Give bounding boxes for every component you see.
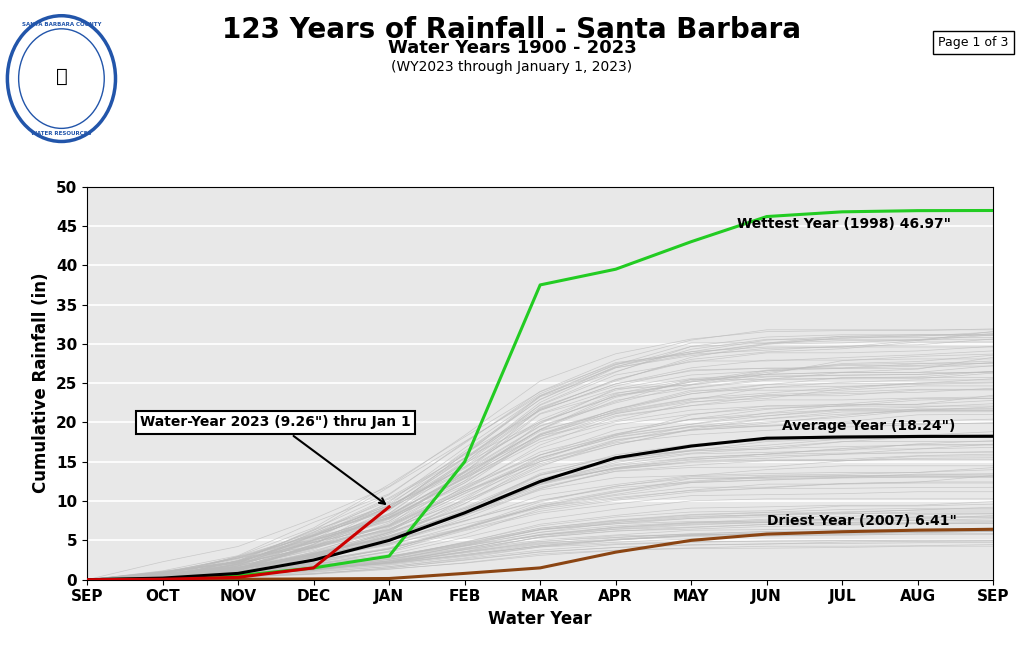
Text: Average Year (18.24"): Average Year (18.24"): [781, 419, 955, 434]
Text: 123 Years of Rainfall - Santa Barbara: 123 Years of Rainfall - Santa Barbara: [222, 16, 802, 45]
Text: SANTA BARBARA COUNTY: SANTA BARBARA COUNTY: [22, 22, 101, 28]
X-axis label: Water Year: Water Year: [488, 610, 592, 628]
Text: Water-Year 2023 (9.26") thru Jan 1: Water-Year 2023 (9.26") thru Jan 1: [140, 415, 411, 504]
Text: (WY2023 through January 1, 2023): (WY2023 through January 1, 2023): [391, 60, 633, 74]
Text: Water Years 1900 - 2023: Water Years 1900 - 2023: [388, 39, 636, 57]
Text: Driest Year (2007) 6.41": Driest Year (2007) 6.41": [767, 514, 956, 528]
Text: Wettest Year (1998) 46.97": Wettest Year (1998) 46.97": [736, 217, 950, 231]
Y-axis label: Cumulative Rainfall (in): Cumulative Rainfall (in): [33, 273, 50, 493]
Text: 🏛: 🏛: [55, 66, 68, 86]
Text: Page 1 of 3: Page 1 of 3: [938, 36, 1009, 49]
Text: WATER RESOURCES: WATER RESOURCES: [31, 131, 92, 136]
